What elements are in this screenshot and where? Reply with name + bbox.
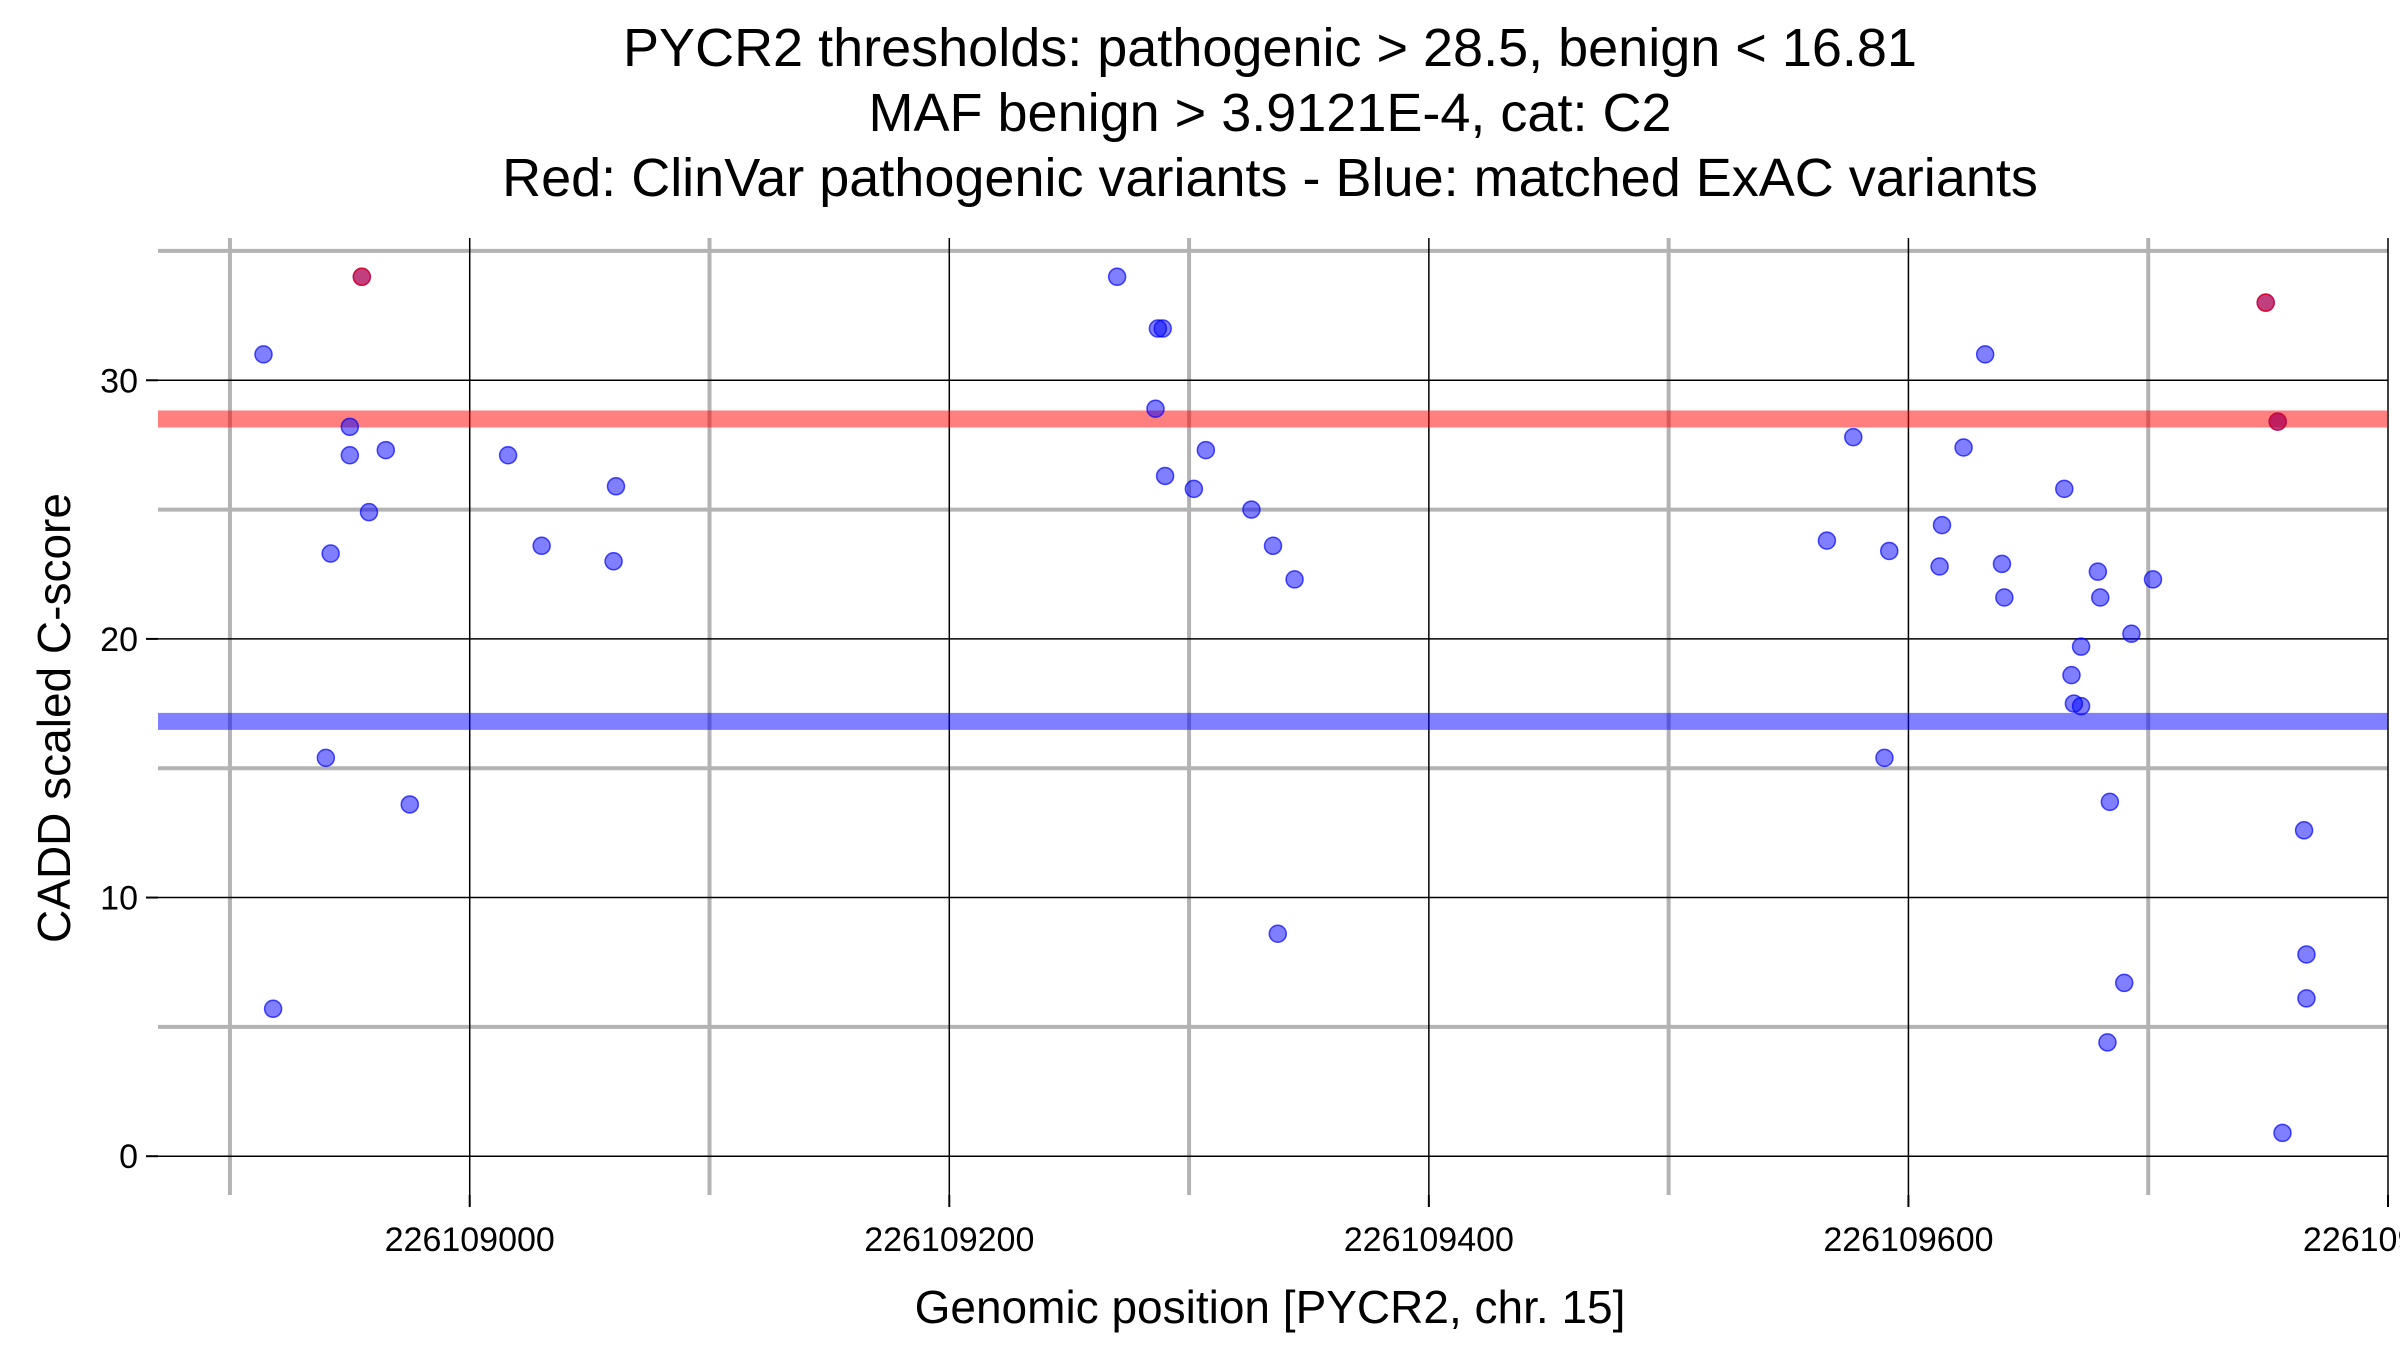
- x-tick-label: 226109000: [385, 1221, 555, 1259]
- data-point-blue: [1879, 541, 1899, 561]
- data-point-blue: [1954, 438, 1973, 457]
- data-point-blue: [1153, 319, 1172, 338]
- data-point-blue: [2122, 624, 2141, 643]
- data-point-blue: [2114, 973, 2134, 993]
- chart-title-line-2: MAF benign > 3.9121E-4, cat: C2: [869, 83, 1672, 143]
- data-point-blue: [2071, 696, 2091, 716]
- data-point-blue: [321, 544, 340, 563]
- data-points: [254, 267, 2316, 1143]
- data-point-blue: [1932, 515, 1952, 535]
- data-point-blue: [2071, 637, 2091, 656]
- y-tick-label: 20: [100, 621, 138, 659]
- data-point-blue: [498, 446, 518, 465]
- x-axis-label: Genomic position [PYCR2, chr. 15]: [915, 1281, 1626, 1333]
- data-point-blue: [340, 446, 360, 465]
- data-point-blue: [1107, 267, 1127, 287]
- data-point-blue: [359, 502, 379, 522]
- x-tick-label: 226109400: [1344, 1221, 1514, 1259]
- data-point-blue: [254, 345, 273, 364]
- data-point-blue: [2055, 479, 2074, 499]
- data-point-blue: [2297, 989, 2316, 1008]
- data-point-blue: [2297, 945, 2316, 964]
- data-point-blue: [1155, 466, 1175, 486]
- data-point-blue: [1817, 531, 1837, 550]
- data-point-blue: [2273, 1123, 2292, 1143]
- data-point-blue: [1263, 536, 1283, 556]
- data-point-blue: [2062, 665, 2081, 685]
- y-tick-label: 10: [100, 880, 138, 918]
- y-tick-label: 30: [100, 362, 138, 400]
- data-point-blue: [1992, 554, 2012, 574]
- data-point-blue: [2091, 588, 2110, 607]
- data-point-blue: [1196, 440, 1216, 460]
- data-point-blue: [400, 795, 420, 814]
- data-point-red: [2256, 293, 2275, 312]
- x-tick-label: 226109200: [864, 1221, 1034, 1259]
- data-point-blue: [1975, 345, 1995, 364]
- data-point-blue: [1930, 557, 1949, 576]
- data-point-blue: [1285, 570, 1304, 589]
- data-point-blue: [1184, 479, 1204, 499]
- data-point-red: [2268, 412, 2287, 431]
- chart-title-line-1: PYCR2 thresholds: pathogenic > 28.5, ben…: [623, 18, 1917, 78]
- data-point-blue: [2143, 570, 2163, 589]
- y-axis-label: CADD scaled C-score: [28, 493, 80, 943]
- data-point-blue: [604, 552, 623, 571]
- data-point-red: [352, 267, 372, 287]
- data-point-blue: [2088, 562, 2108, 581]
- data-point-blue: [2294, 821, 2314, 840]
- data-point-blue: [1875, 748, 1894, 768]
- axes: 0 10 20 30 226109000 226109200 226109400 226109…: [100, 362, 2400, 1259]
- data-point-blue: [2098, 1033, 2117, 1052]
- data-point-blue: [376, 440, 396, 460]
- data-point-blue: [340, 417, 360, 437]
- data-point-blue: [263, 999, 283, 1019]
- data-point-blue: [1268, 924, 1288, 944]
- data-point-blue: [532, 536, 551, 556]
- data-point-blue: [1995, 588, 2014, 607]
- data-point-blue: [2100, 792, 2120, 812]
- y-tick-label: 0: [119, 1138, 138, 1176]
- chart-title-line-3: Red: ClinVar pathogenic variants - Blue:…: [502, 148, 2038, 208]
- threshold-lines: [158, 410, 2388, 730]
- data-point-blue: [606, 477, 626, 496]
- data-point-blue: [1242, 500, 1261, 519]
- data-point-blue: [1844, 427, 1863, 447]
- x-tick-label: 226109800: [2303, 1221, 2400, 1259]
- data-point-blue: [1146, 399, 1165, 418]
- x-tick-label: 226109600: [1823, 1221, 1993, 1259]
- data-point-blue: [316, 748, 336, 768]
